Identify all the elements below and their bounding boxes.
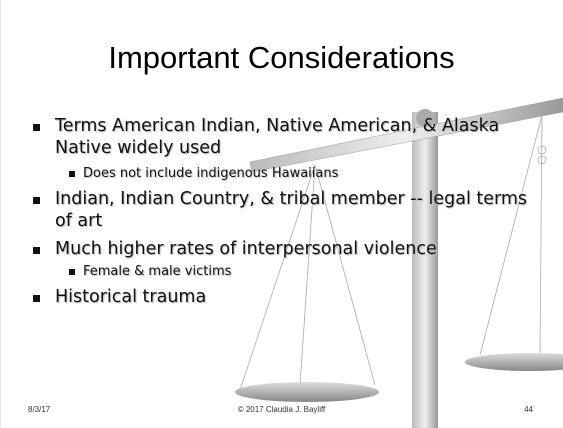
slide: Important Considerations Terms American … <box>0 0 563 428</box>
bullet: Historical trauma <box>55 286 545 308</box>
bullet: Much higher rates of interpersonal viole… <box>55 238 545 260</box>
sub-bullet: Does not include indigenous Hawaiians <box>83 165 533 183</box>
bullet: Terms American Indian, Native American, … <box>55 115 545 159</box>
page-number: 44 <box>524 405 533 414</box>
sub-bullet: Female & male victims <box>83 263 533 281</box>
bullet: Indian, Indian Country, & tribal member … <box>55 188 545 232</box>
slide-title: Important Considerations <box>0 40 563 76</box>
footer-copyright: © 2017 Claudia J. Bayliff <box>0 405 563 414</box>
